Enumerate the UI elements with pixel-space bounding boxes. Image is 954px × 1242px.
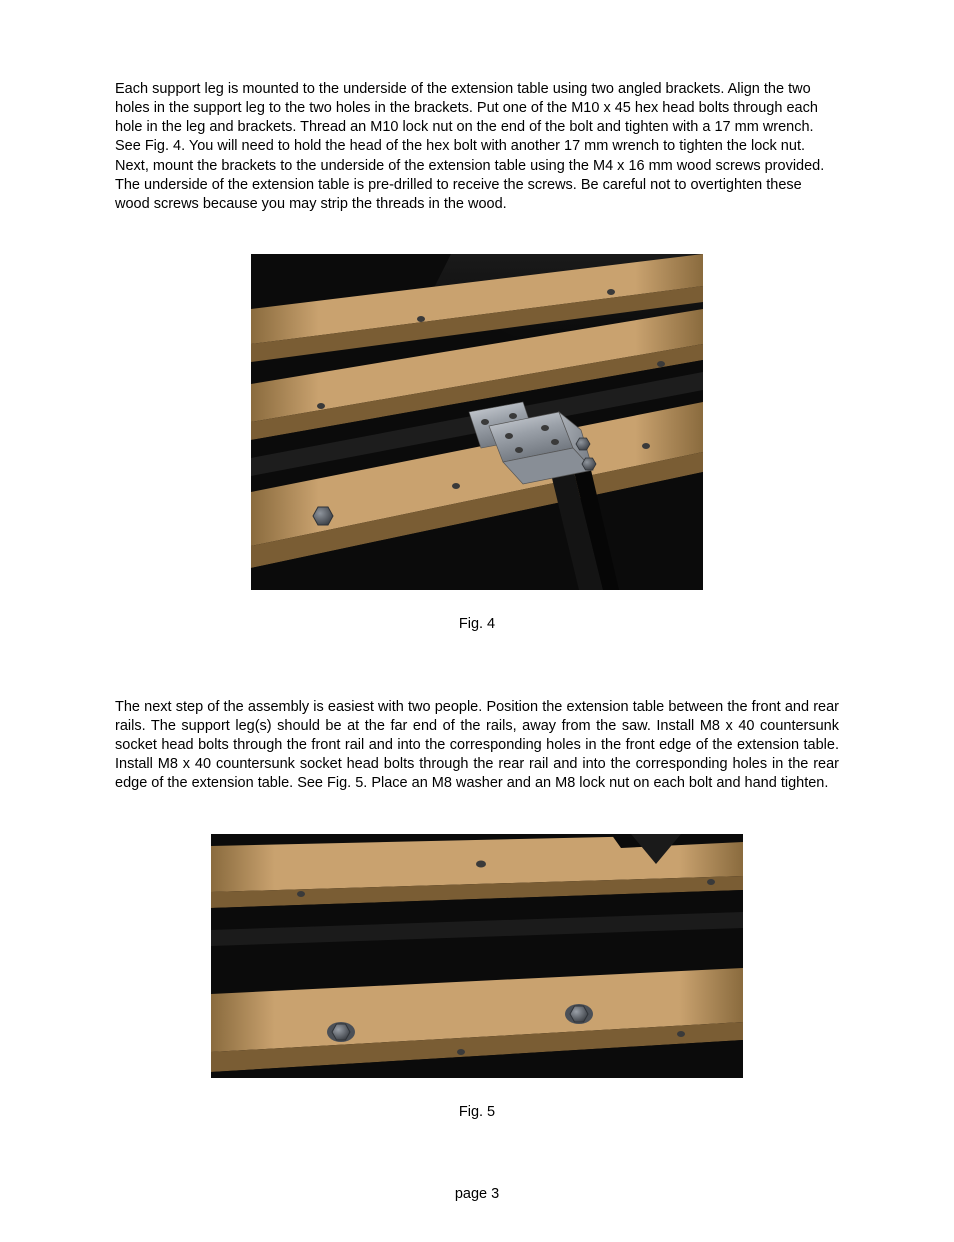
figure-5: Fig. 5	[115, 834, 839, 1160]
figure-4-caption: Fig. 4	[459, 616, 495, 632]
figure-5-image	[211, 834, 743, 1078]
paragraph-2: The next step of the assembly is easiest…	[115, 698, 839, 794]
paragraph-1: Each support leg is mounted to the under…	[115, 80, 839, 214]
figure-4: Fig. 4	[115, 254, 839, 672]
page-number: page 3	[115, 1186, 839, 1202]
figure-5-caption: Fig. 5	[459, 1104, 495, 1120]
figure-4-image	[251, 254, 703, 590]
